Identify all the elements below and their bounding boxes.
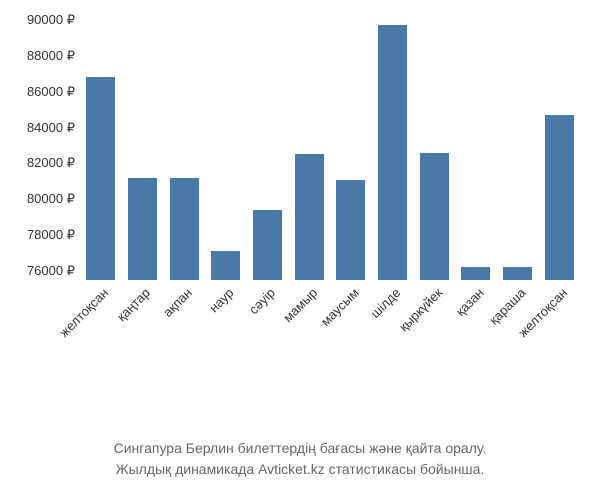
bar	[503, 267, 532, 280]
bar-wrapper	[413, 20, 455, 280]
bar	[545, 115, 574, 280]
bar	[336, 180, 365, 280]
y-tick-label: 86000 ₽	[27, 84, 75, 100]
y-tick-label: 84000 ₽	[27, 120, 75, 136]
x-tick-label: қаңтар	[114, 285, 153, 324]
y-tick-label: 78000 ₽	[27, 227, 75, 243]
x-tick-label: шілде	[367, 285, 403, 321]
bar	[378, 25, 407, 280]
bar	[253, 210, 282, 280]
bar-wrapper	[247, 20, 289, 280]
bar	[211, 251, 240, 280]
bar-wrapper	[372, 20, 414, 280]
x-tick-label: қазан	[452, 285, 486, 319]
chart-plot-area: 76000 ₽78000 ₽80000 ₽82000 ₽84000 ₽86000…	[80, 20, 580, 280]
y-axis: 76000 ₽ 78000 ₽ 80000 ₽ 82000 ₽ 84000 ₽ 86000…	[5, 20, 75, 280]
bar-wrapper	[330, 20, 372, 280]
bar	[295, 154, 324, 280]
x-tick-label: наур	[206, 285, 236, 315]
x-tick-label: маусым	[318, 285, 362, 329]
bar	[461, 267, 490, 280]
bar-wrapper	[455, 20, 497, 280]
bar	[86, 77, 115, 280]
y-tick-label: 80000 ₽	[27, 191, 75, 207]
x-tick-label: қыркүйек	[396, 285, 445, 334]
bar-wrapper	[163, 20, 205, 280]
caption-line-1: Сингапура Берлин билеттердің бағасы және…	[0, 438, 600, 459]
bar-chart: 76000 ₽78000 ₽80000 ₽82000 ₽84000 ₽86000…	[80, 20, 580, 320]
caption-line-2: Жылдық динамикада Avticket.kz статистика…	[0, 459, 600, 480]
y-tick-label: 82000 ₽	[27, 155, 75, 171]
bar-wrapper	[122, 20, 164, 280]
bar-wrapper	[497, 20, 539, 280]
bar-wrapper	[80, 20, 122, 280]
x-tick-label: мамыр	[280, 285, 320, 325]
bar	[420, 153, 449, 280]
bar-wrapper	[205, 20, 247, 280]
x-tick-label: желтоқсан	[56, 285, 111, 340]
bar-wrapper	[538, 20, 580, 280]
x-tick-label: сәуір	[246, 285, 278, 317]
x-tick-label: ақпан	[160, 285, 195, 320]
y-tick-label: 88000 ₽	[27, 48, 75, 64]
chart-caption: Сингапура Берлин билеттердің бағасы және…	[0, 438, 600, 480]
bar	[170, 178, 199, 280]
y-tick-label: 90000 ₽	[27, 12, 75, 28]
bar	[128, 178, 157, 280]
bar-wrapper	[288, 20, 330, 280]
y-tick-label: 76000 ₽	[27, 263, 75, 279]
bars-area	[80, 20, 580, 280]
